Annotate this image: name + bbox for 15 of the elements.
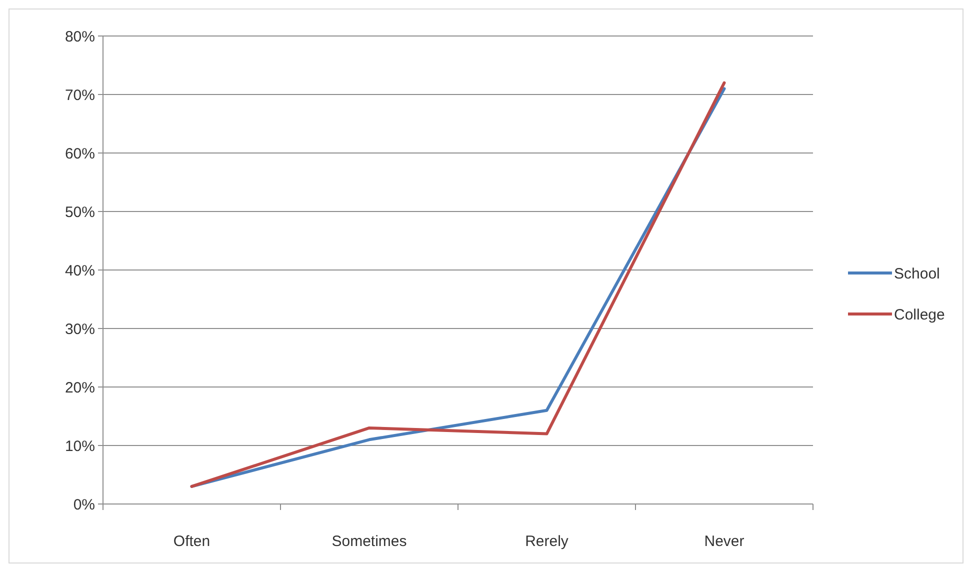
y-tick-label: 10% <box>64 438 95 455</box>
y-tick-label: 70% <box>64 86 95 104</box>
y-tick-label: 20% <box>64 379 95 396</box>
x-tick-label: Rerely <box>525 533 569 550</box>
legend-label: College <box>894 306 945 324</box>
x-tick-label: Never <box>704 533 744 550</box>
y-tick-label: 40% <box>64 262 95 280</box>
y-tick-label: 0% <box>73 496 95 514</box>
legend-label: School <box>894 265 940 282</box>
x-tick-label: Sometimes <box>332 533 407 550</box>
y-tick-label: 50% <box>64 204 95 221</box>
x-tick-label: Often <box>173 533 210 550</box>
y-tick-label: 30% <box>64 320 95 338</box>
y-tick-label: 80% <box>64 28 95 46</box>
y-tick-label: 60% <box>64 145 95 162</box>
